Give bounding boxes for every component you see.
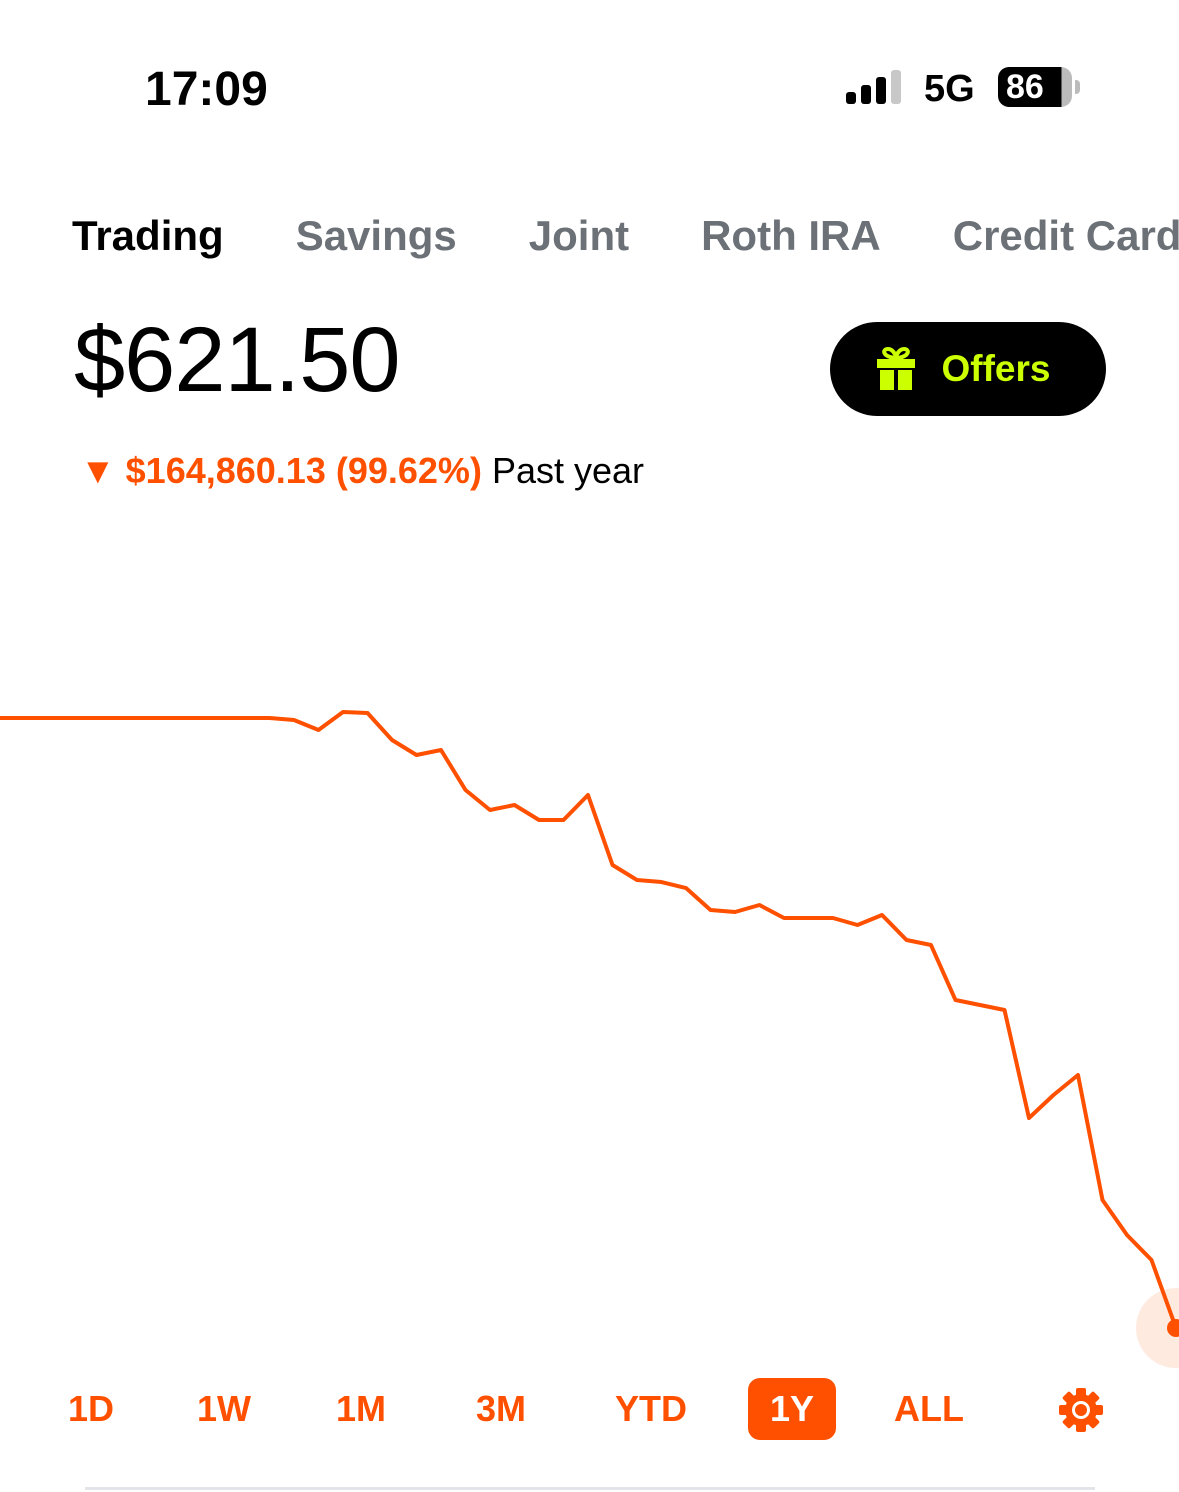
gift-icon — [876, 347, 915, 390]
range-all[interactable]: ALL — [894, 1388, 964, 1429]
offers-button[interactable]: Offers — [830, 322, 1106, 416]
battery-icon: 86 — [998, 67, 1084, 107]
chart-end-dot — [1167, 1319, 1179, 1337]
account-tabs: Trading Savings Joint Roth IRA Credit Card — [72, 212, 1179, 260]
signal-icon — [846, 70, 901, 104]
range-1w[interactable]: 1W — [197, 1388, 251, 1429]
tab-savings[interactable]: Savings — [295, 212, 457, 259]
divider — [85, 1487, 1095, 1490]
down-arrow-icon: ▼ — [80, 450, 116, 491]
tab-joint[interactable]: Joint — [528, 212, 630, 259]
network-type: 5G — [924, 68, 975, 110]
tab-trading[interactable]: Trading — [72, 212, 224, 259]
change-amount: $164,860.13 (99.62%) — [125, 450, 482, 491]
range-ytd[interactable]: YTD — [615, 1388, 687, 1429]
range-selector: 1D 1W 1M 3M YTD 1Y ALL — [0, 1378, 1179, 1440]
chart-line — [0, 710, 1178, 1329]
range-1y[interactable]: 1Y — [748, 1378, 836, 1440]
range-3m[interactable]: 3M — [475, 1388, 526, 1429]
change-row: ▼ $164,860.13 (99.62%) Past year — [80, 450, 644, 492]
battery-level: 86 — [1006, 68, 1044, 106]
tab-roth-ira[interactable]: Roth IRA — [701, 212, 881, 259]
gear-icon[interactable] — [1058, 1387, 1104, 1433]
portfolio-value: $621.50 — [74, 309, 401, 411]
range-1d[interactable]: 1D — [67, 1388, 115, 1429]
range-1m[interactable]: 1M — [335, 1388, 386, 1429]
offers-label: Offers — [941, 348, 1051, 389]
change-period: Past year — [491, 450, 645, 491]
status-time: 17:09 — [145, 63, 268, 116]
tab-credit-card[interactable]: Credit Card — [952, 212, 1179, 259]
